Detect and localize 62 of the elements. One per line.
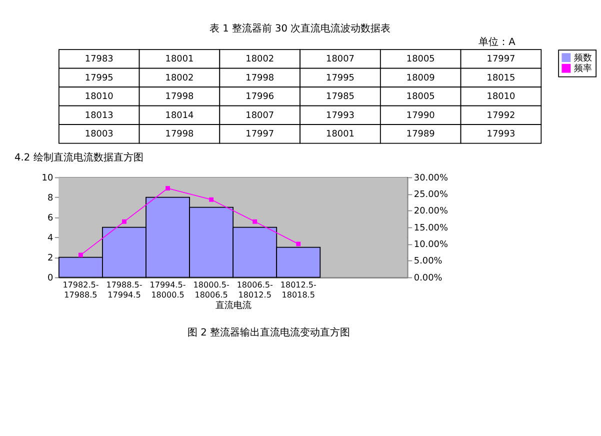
y2-tick-label: 30.00%: [414, 173, 448, 184]
point: [209, 197, 214, 202]
data-label: 18002: [165, 73, 194, 84]
x-tick-label: 18000.5-18006.5: [193, 280, 230, 300]
chart-title: 表 1 整流器前 30 次直流电流波动数据表: [209, 22, 391, 35]
data-label: 17995: [326, 73, 354, 84]
data-label: 17998: [165, 92, 194, 102]
x-tick-label: 17988.5-17994.5: [106, 280, 142, 300]
data-label: 17983: [84, 54, 114, 65]
y2-tick-label: 25.00%: [414, 190, 448, 200]
x-tick-label: 18006.5-18012.5: [236, 280, 273, 300]
y-tick-label: 4: [47, 233, 54, 244]
data-label: 17993: [486, 130, 516, 140]
data-label: 18001: [326, 130, 354, 140]
data-label: 17996: [246, 92, 274, 102]
data-label: 17990: [406, 110, 436, 121]
y-tick-label: 0: [47, 273, 54, 284]
point: [122, 219, 126, 224]
y-tick-label: 10: [42, 173, 54, 184]
point: [78, 252, 83, 258]
x-tick-label: 17994.5-18000.5: [150, 280, 186, 300]
caption: 图 2 整流器输出直流电流变动直方图: [188, 326, 350, 338]
data-label: 17998: [165, 130, 194, 140]
data-label: 18007: [246, 110, 274, 121]
y2-tick-label: 10.00%: [414, 240, 448, 250]
point: [252, 219, 258, 224]
data-label: 18001: [165, 54, 194, 65]
data-label: 18003: [84, 130, 114, 140]
legend-label: 频率: [574, 63, 592, 74]
x-tick-label: 17982.5-17988.5: [62, 280, 99, 300]
data-label: 17992: [486, 110, 516, 121]
data-label: 18007: [326, 54, 354, 65]
data-label: 18002: [246, 54, 274, 65]
data-label: 17995: [84, 73, 114, 84]
data-label: 17985: [326, 92, 354, 102]
data-label: 17993: [326, 110, 354, 121]
data-label: 17989: [406, 130, 436, 140]
y2-tick-label: 5.00%: [414, 256, 442, 267]
y-tick-label: 8: [47, 193, 54, 204]
y-tick-label: 2: [47, 253, 54, 264]
data-label: 17998: [246, 73, 274, 84]
y2-tick-label: 0.00%: [414, 273, 442, 284]
data-label: 17997: [246, 130, 274, 140]
y-tick-label: 6: [47, 213, 54, 224]
data-label: 18010: [486, 92, 516, 102]
data-label: 18014: [165, 110, 194, 121]
y2-tick-label: 15.00%: [414, 223, 448, 234]
data-label: 18005: [406, 92, 435, 102]
y2-tick-label: 20.00%: [414, 206, 448, 217]
point: [296, 242, 301, 246]
point: [166, 186, 170, 190]
chart-subtitle: 4.2 绘制直流电流数据直方图: [14, 151, 144, 164]
x-tick-label: 18012.5-18018.5: [280, 280, 316, 300]
data-label: 18013: [84, 110, 114, 121]
data-label: 18009: [406, 73, 436, 84]
data-label: 18005: [406, 54, 435, 65]
text: 单位：A: [478, 36, 516, 48]
data-label: 18010: [84, 92, 114, 102]
data-label: 18015: [486, 73, 516, 84]
x-axis-title: 直流电流: [216, 300, 252, 312]
data-label: 17997: [486, 54, 516, 65]
legend-label: 频数: [574, 52, 592, 64]
